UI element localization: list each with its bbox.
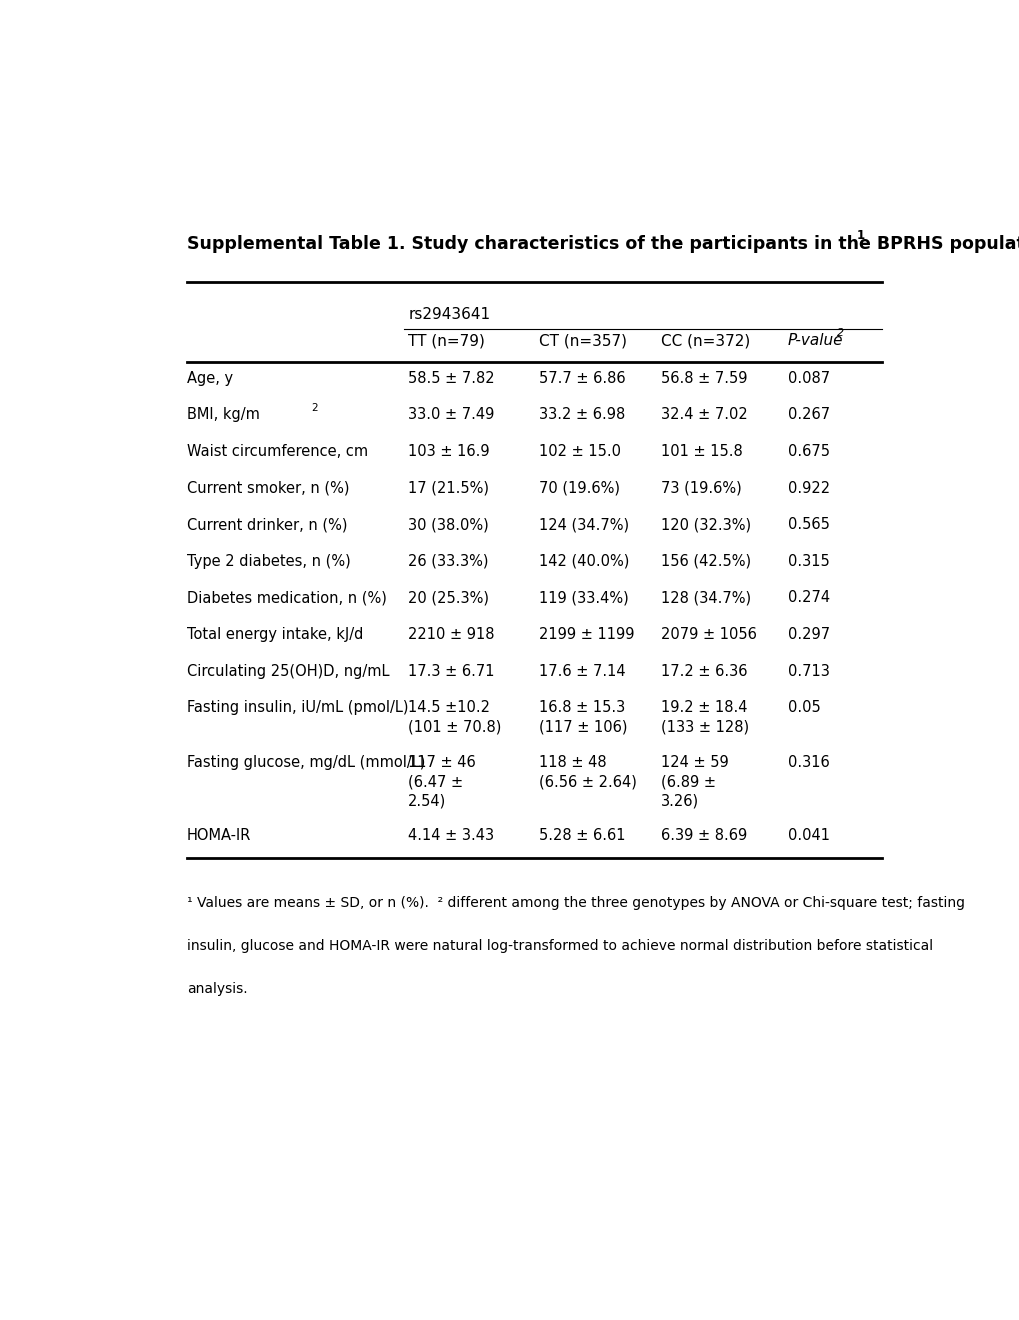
Text: 128 (34.7%): 128 (34.7%) <box>660 590 750 606</box>
Text: 19.2 ± 18.4
(133 ± 128): 19.2 ± 18.4 (133 ± 128) <box>660 700 749 734</box>
Text: 17.6 ± 7.14: 17.6 ± 7.14 <box>538 664 625 678</box>
Text: 124 ± 59
(6.89 ±
3.26): 124 ± 59 (6.89 ± 3.26) <box>660 755 729 808</box>
Text: 20 (25.3%): 20 (25.3%) <box>408 590 489 606</box>
Text: 70 (19.6%): 70 (19.6%) <box>538 480 619 495</box>
Text: Diabetes medication, n (%): Diabetes medication, n (%) <box>186 590 386 606</box>
Text: 17.3 ± 6.71: 17.3 ± 6.71 <box>408 664 494 678</box>
Text: 102 ± 15.0: 102 ± 15.0 <box>538 444 620 459</box>
Text: 103 ± 16.9: 103 ± 16.9 <box>408 444 489 459</box>
Text: 30 (38.0%): 30 (38.0%) <box>408 517 488 532</box>
Text: Current smoker, n (%): Current smoker, n (%) <box>186 480 348 495</box>
Text: 2079 ± 1056: 2079 ± 1056 <box>660 627 756 642</box>
Text: 101 ± 15.8: 101 ± 15.8 <box>660 444 742 459</box>
Text: 0.713: 0.713 <box>787 664 828 678</box>
Text: Age, y: Age, y <box>186 371 232 385</box>
Text: analysis.: analysis. <box>186 982 248 995</box>
Text: 26 (33.3%): 26 (33.3%) <box>408 554 488 569</box>
Text: 56.8 ± 7.59: 56.8 ± 7.59 <box>660 371 747 385</box>
Text: Circulating 25(OH)D, ng/mL: Circulating 25(OH)D, ng/mL <box>186 664 389 678</box>
Text: 32.4 ± 7.02: 32.4 ± 7.02 <box>660 408 747 422</box>
Text: Fasting glucose, mg/dL (mmol/L): Fasting glucose, mg/dL (mmol/L) <box>186 755 425 770</box>
Text: 58.5 ± 7.82: 58.5 ± 7.82 <box>408 371 494 385</box>
Text: 0.274: 0.274 <box>787 590 828 606</box>
Text: 0.041: 0.041 <box>787 828 828 843</box>
Text: insulin, glucose and HOMA-IR were natural log-transformed to achieve normal dist: insulin, glucose and HOMA-IR were natura… <box>186 939 932 953</box>
Text: BMI, kg/m: BMI, kg/m <box>186 408 260 422</box>
Text: 0.267: 0.267 <box>787 408 828 422</box>
Text: 0.315: 0.315 <box>787 554 828 569</box>
Text: 0.297: 0.297 <box>787 627 828 642</box>
Text: CT (n=357): CT (n=357) <box>538 333 626 348</box>
Text: 119 (33.4%): 119 (33.4%) <box>538 590 628 606</box>
Text: 0.087: 0.087 <box>787 371 828 385</box>
Text: 1: 1 <box>856 228 864 242</box>
Text: 124 (34.7%): 124 (34.7%) <box>538 517 628 532</box>
Text: 120 (32.3%): 120 (32.3%) <box>660 517 750 532</box>
Text: 33.0 ± 7.49: 33.0 ± 7.49 <box>408 408 494 422</box>
Text: Supplemental Table 1. Study characteristics of the participants in the BPRHS pop: Supplemental Table 1. Study characterist… <box>186 235 1019 252</box>
Text: rs2943641: rs2943641 <box>408 306 490 322</box>
Text: 17.2 ± 6.36: 17.2 ± 6.36 <box>660 664 747 678</box>
Text: Current drinker, n (%): Current drinker, n (%) <box>186 517 346 532</box>
Text: 0.922: 0.922 <box>787 480 828 495</box>
Text: 0.316: 0.316 <box>787 755 828 770</box>
Text: Type 2 diabetes, n (%): Type 2 diabetes, n (%) <box>186 554 351 569</box>
Text: 2210 ± 918: 2210 ± 918 <box>408 627 494 642</box>
Text: 5.28 ± 6.61: 5.28 ± 6.61 <box>538 828 625 843</box>
Text: 16.8 ± 15.3
(117 ± 106): 16.8 ± 15.3 (117 ± 106) <box>538 700 627 734</box>
Text: 156 (42.5%): 156 (42.5%) <box>660 554 750 569</box>
Text: 14.5 ±10.2
(101 ± 70.8): 14.5 ±10.2 (101 ± 70.8) <box>408 700 501 734</box>
Text: 0.05: 0.05 <box>787 700 819 715</box>
Text: 33.2 ± 6.98: 33.2 ± 6.98 <box>538 408 625 422</box>
Text: 4.14 ± 3.43: 4.14 ± 3.43 <box>408 828 494 843</box>
Text: 17 (21.5%): 17 (21.5%) <box>408 480 489 495</box>
Text: ¹ Values are means ± SD, or n (%).  ² different among the three genotypes by ANO: ¹ Values are means ± SD, or n (%). ² dif… <box>186 896 964 911</box>
Text: CC (n=372): CC (n=372) <box>660 333 750 348</box>
Text: 142 (40.0%): 142 (40.0%) <box>538 554 629 569</box>
Text: Fasting insulin, iU/mL (pmol/L): Fasting insulin, iU/mL (pmol/L) <box>186 700 408 715</box>
Text: P-value: P-value <box>787 333 843 348</box>
Text: HOMA-IR: HOMA-IR <box>186 828 251 843</box>
Text: 2199 ± 1199: 2199 ± 1199 <box>538 627 634 642</box>
Text: Waist circumference, cm: Waist circumference, cm <box>186 444 368 459</box>
Text: 2: 2 <box>312 404 318 413</box>
Text: 0.675: 0.675 <box>787 444 828 459</box>
Text: 6.39 ± 8.69: 6.39 ± 8.69 <box>660 828 747 843</box>
Text: 0.565: 0.565 <box>787 517 828 532</box>
Text: 73 (19.6%): 73 (19.6%) <box>660 480 741 495</box>
Text: 57.7 ± 6.86: 57.7 ± 6.86 <box>538 371 625 385</box>
Text: 118 ± 48
(6.56 ± 2.64): 118 ± 48 (6.56 ± 2.64) <box>538 755 636 789</box>
Text: 117 ± 46
(6.47 ±
2.54): 117 ± 46 (6.47 ± 2.54) <box>408 755 476 808</box>
Text: Total energy intake, kJ/d: Total energy intake, kJ/d <box>186 627 363 642</box>
Text: 2: 2 <box>836 329 843 338</box>
Text: TT (n=79): TT (n=79) <box>408 333 484 348</box>
